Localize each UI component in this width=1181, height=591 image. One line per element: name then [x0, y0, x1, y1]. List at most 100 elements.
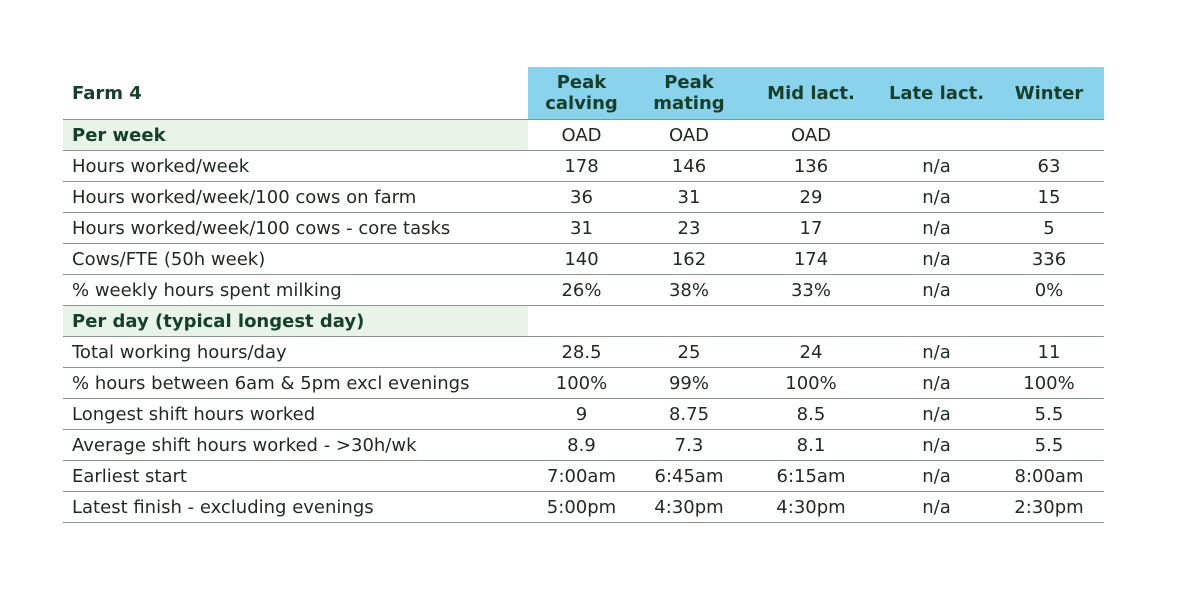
table-cell: n/a: [879, 491, 994, 523]
table-cell: 31: [635, 181, 743, 213]
table-cell: 38%: [635, 274, 743, 306]
table-cell: 7:00am: [528, 460, 635, 492]
table-cell: [994, 119, 1104, 151]
section-label: Per day (typical longest day): [63, 305, 528, 337]
col-header-text: Mid lact.: [767, 82, 855, 104]
col-header-winter: Winter: [994, 67, 1104, 120]
table-cell: 99%: [635, 367, 743, 399]
table-cell: 4:30pm: [743, 491, 879, 523]
table-body: Per week OAD OAD OAD Hours worked/week 178 146…: [63, 119, 1104, 523]
table-cell: n/a: [879, 212, 994, 244]
col-header-text: mating: [653, 93, 725, 114]
table-cell: [528, 305, 635, 337]
table-cell: 100%: [743, 367, 879, 399]
table-cell: 146: [635, 150, 743, 182]
row-label: Latest finish - excluding evenings: [63, 491, 528, 523]
table-cell: [879, 119, 994, 151]
table-cell: n/a: [879, 367, 994, 399]
col-header-text: Late lact.: [888, 82, 985, 104]
table-row: Earliest start 7:00am 6:45am 6:15am n/a 8:00a…: [63, 460, 1104, 492]
row-label: Hours worked/week/100 cows - core tasks: [63, 212, 528, 244]
table-row: Longest shift hours worked 9 8.75 8.5 n/a 5.5: [63, 398, 1104, 430]
table-cell: 8:00am: [994, 460, 1104, 492]
table-cell: n/a: [879, 429, 994, 461]
table-cell: 8.9: [528, 429, 635, 461]
table-title: Farm 4: [63, 67, 528, 120]
table-cell: [743, 305, 879, 337]
table-cell: n/a: [879, 398, 994, 430]
table-cell: 8.1: [743, 429, 879, 461]
table-cell: 2:30pm: [994, 491, 1104, 523]
table-cell: [635, 305, 743, 337]
col-header-text: Winter: [1014, 82, 1084, 104]
table-cell: [994, 305, 1104, 337]
col-header-mid-lact: Mid lact.: [743, 67, 879, 120]
table-cell: 6:15am: [743, 460, 879, 492]
table-cell: 15: [994, 181, 1104, 213]
table-cell: 36: [528, 181, 635, 213]
table-cell: 23: [635, 212, 743, 244]
table-cell: 26%: [528, 274, 635, 306]
table-row: Hours worked/week 178 146 136 n/a 63: [63, 150, 1104, 182]
col-header-peak-calving: Peak calving: [528, 67, 635, 120]
table-cell: n/a: [879, 274, 994, 306]
farm-table: Farm 4 Peak calving Peak mating Mid lact. …: [63, 67, 1104, 523]
table-cell: OAD: [528, 119, 635, 151]
table-cell: 63: [994, 150, 1104, 182]
col-header-late-lact: Late lact.: [879, 67, 994, 120]
table-cell: n/a: [879, 243, 994, 275]
table-row: Cows/FTE (50h week) 140 162 174 n/a 336: [63, 243, 1104, 275]
row-label: Cows/FTE (50h week): [63, 243, 528, 275]
table-cell: 25: [635, 336, 743, 368]
table-cell: 5.5: [994, 398, 1104, 430]
row-label: Longest shift hours worked: [63, 398, 528, 430]
row-label: Hours worked/week/100 cows on farm: [63, 181, 528, 213]
table-cell: 100%: [528, 367, 635, 399]
table-row: Latest finish - excluding evenings 5:00pm…: [63, 491, 1104, 523]
table-row: % weekly hours spent milking 26% 38% 33% n/a…: [63, 274, 1104, 306]
table-row: Hours worked/week/100 cows on farm 36 31 29…: [63, 181, 1104, 213]
col-header-peak-mating: Peak mating: [635, 67, 743, 120]
table-cell: [879, 305, 994, 337]
table-cell: 5.5: [994, 429, 1104, 461]
table-cell: 140: [528, 243, 635, 275]
section-row: Per day (typical longest day): [63, 305, 1104, 337]
table-cell: 28.5: [528, 336, 635, 368]
table-cell: 7.3: [635, 429, 743, 461]
table-cell: n/a: [879, 336, 994, 368]
table-cell: 336: [994, 243, 1104, 275]
table-cell: 174: [743, 243, 879, 275]
col-header-text: Peak: [556, 72, 607, 93]
table-cell: 29: [743, 181, 879, 213]
table-row: % hours between 6am & 5pm excl evenings 1…: [63, 367, 1104, 399]
table-row: Total working hours/day 28.5 25 24 n/a 11: [63, 336, 1104, 368]
row-label: Average shift hours worked - >30h/wk: [63, 429, 528, 461]
header-row: Farm 4 Peak calving Peak mating Mid lact. …: [63, 67, 1104, 120]
section-row: Per week OAD OAD OAD: [63, 119, 1104, 151]
row-label: % weekly hours spent milking: [63, 274, 528, 306]
row-label: Earliest start: [63, 460, 528, 492]
row-label: Total working hours/day: [63, 336, 528, 368]
col-header-text: Peak: [664, 72, 714, 93]
table-cell: n/a: [879, 460, 994, 492]
table-cell: 162: [635, 243, 743, 275]
table-cell: 178: [528, 150, 635, 182]
col-header-text: calving: [545, 93, 618, 114]
section-label: Per week: [63, 119, 528, 151]
table-cell: 17: [743, 212, 879, 244]
table-cell: 6:45am: [635, 460, 743, 492]
row-label: % hours between 6am & 5pm excl evenings: [63, 367, 528, 399]
table-cell: n/a: [879, 150, 994, 182]
table-row: Average shift hours worked - >30h/wk 8.9 7…: [63, 429, 1104, 461]
table-cell: OAD: [743, 119, 879, 151]
table-cell: 8.5: [743, 398, 879, 430]
table-row: Hours worked/week/100 cows - core tasks 3…: [63, 212, 1104, 244]
table-cell: 33%: [743, 274, 879, 306]
table-cell: 8.75: [635, 398, 743, 430]
table-cell: OAD: [635, 119, 743, 151]
table-cell: 0%: [994, 274, 1104, 306]
table-cell: 31: [528, 212, 635, 244]
row-label: Hours worked/week: [63, 150, 528, 182]
table-cell: 9: [528, 398, 635, 430]
table-cell: 24: [743, 336, 879, 368]
